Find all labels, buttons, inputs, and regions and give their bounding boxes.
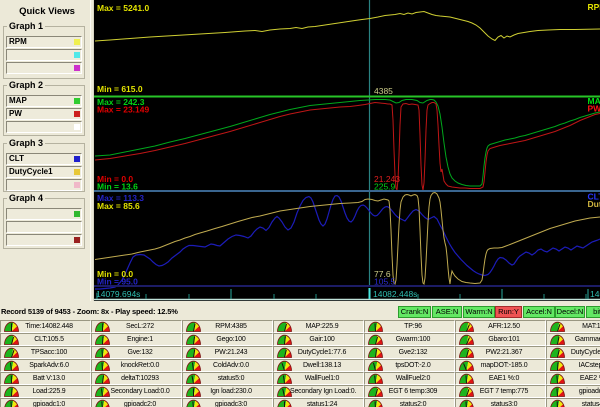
svg-text:CLT: CLT — [588, 192, 600, 202]
svg-text:Min = 615.0: Min = 615.0 — [97, 84, 143, 94]
svg-text:21.243: 21.243 — [374, 174, 400, 184]
svg-text:77.6: 77.6 — [374, 269, 391, 279]
svg-text:Max = 23.149: Max = 23.149 — [97, 105, 149, 115]
svg-text:Max = 85.6: Max = 85.6 — [97, 201, 140, 211]
svg-text:Min = 13.6: Min = 13.6 — [97, 182, 138, 192]
svg-text:MAP: MAP — [588, 96, 600, 106]
svg-text:Min = 0.0: Min = 0.0 — [97, 269, 133, 279]
svg-text:PW: PW — [588, 104, 600, 114]
svg-text:Min = 0.0: Min = 0.0 — [97, 174, 133, 184]
svg-text:Max = 242.3: Max = 242.3 — [97, 97, 145, 107]
svg-text:DutyCycle1: DutyCycle1 — [588, 199, 600, 209]
svg-text:Max = 5241.0: Max = 5241.0 — [97, 3, 149, 13]
svg-text:225.9: 225.9 — [374, 182, 396, 192]
svg-text:Max = 113.3: Max = 113.3 — [97, 193, 144, 203]
svg-text:RPM: RPM — [588, 2, 600, 12]
svg-text:14082.448s: 14082.448s — [373, 289, 417, 299]
svg-text:105.5: 105.5 — [374, 277, 396, 287]
svg-text:14085.202s: 14085.202s — [590, 289, 600, 299]
svg-text:Min = 95.0: Min = 95.0 — [97, 277, 138, 287]
svg-text:14079.694s: 14079.694s — [96, 289, 140, 299]
svg-text:4385: 4385 — [374, 86, 393, 96]
